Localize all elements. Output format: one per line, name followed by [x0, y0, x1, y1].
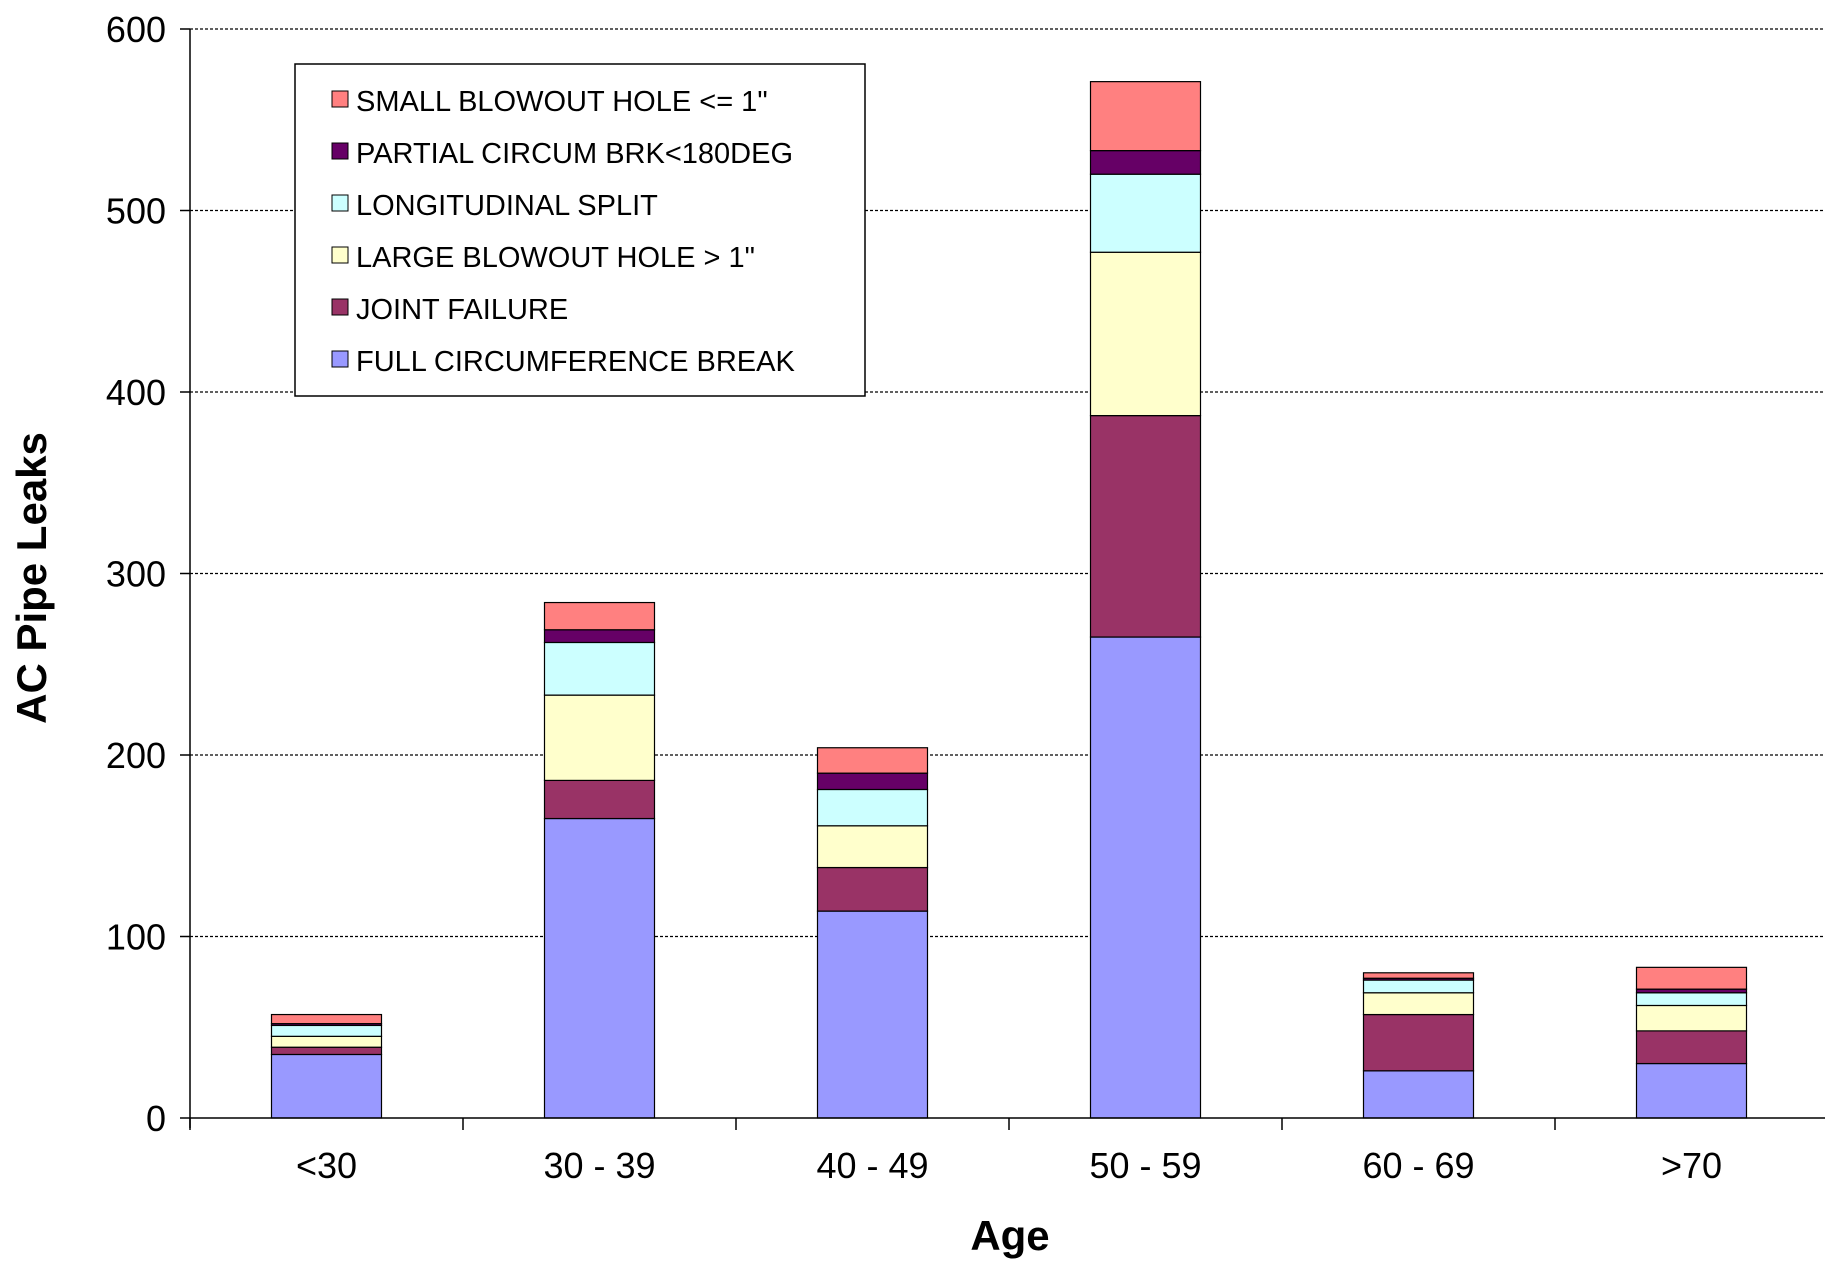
legend-swatch: [331, 194, 349, 212]
bar-segment: [1089, 251, 1202, 417]
legend-label: SMALL BLOWOUT HOLE <= 1": [356, 86, 768, 118]
y-tick-label: 600: [106, 9, 166, 50]
y-tick-label: 100: [106, 917, 166, 958]
bar-segment: [543, 601, 656, 631]
x-tick-label: 60 - 69: [1362, 1145, 1474, 1186]
legend-label: LONGITUDINAL SPLIT: [356, 190, 658, 222]
legend-label: PARTIAL CIRCUM BRK<180DEG: [356, 138, 793, 170]
bar-segment: [816, 825, 929, 869]
bar-segment: [1362, 1070, 1475, 1119]
tick-labels: <30 30 - 39 40 - 49 50 - 59 60 - 69 >70 0 100 20…: [106, 9, 1722, 1186]
bar-segment: [270, 1053, 383, 1119]
axes: [180, 28, 1825, 1130]
bar-segment: [816, 772, 929, 791]
bar-segment: [1362, 972, 1475, 979]
legend-label: JOINT FAILURE: [356, 294, 568, 326]
legend-swatch: [331, 298, 349, 316]
bar-segment: [1635, 992, 1748, 1007]
bar-segment: [1635, 1004, 1748, 1032]
bar-segment: [270, 1046, 383, 1056]
x-tick-label: 40 - 49: [816, 1145, 928, 1186]
bar-segment: [270, 1035, 383, 1048]
y-tick-label: 0: [146, 1098, 166, 1139]
bar-segment: [543, 629, 656, 644]
bar-segment: [270, 1024, 383, 1037]
bar-segment: [1089, 81, 1202, 152]
y-tick-label: 500: [106, 191, 166, 232]
bar-segment: [1089, 150, 1202, 175]
bar-segment: [1362, 979, 1475, 994]
legend-label: LARGE BLOWOUT HOLE > 1": [356, 242, 755, 274]
y-axis-title: AC Pipe Leaks: [8, 432, 55, 724]
x-tick-label: >70: [1661, 1145, 1722, 1186]
bar-segment: [1635, 1030, 1748, 1065]
bar-segment: [543, 779, 656, 820]
bar-segment: [1635, 966, 1748, 990]
x-axis-title: Age: [970, 1212, 1049, 1259]
legend-swatch: [331, 246, 349, 264]
bar-segment: [1089, 414, 1202, 638]
x-tick-label: 30 - 39: [543, 1145, 655, 1186]
bar-segment: [816, 910, 929, 1119]
bar-segment: [1089, 173, 1202, 253]
bar-segment: [543, 641, 656, 696]
bar-segment: [816, 747, 929, 774]
legend-swatch: [331, 142, 349, 160]
y-tick-label: 300: [106, 554, 166, 595]
bar-segment: [816, 866, 929, 912]
bar-segment: [543, 817, 656, 1119]
bar-segment: [816, 788, 929, 827]
bar-segment: [1362, 1013, 1475, 1072]
legend-swatch: [331, 90, 349, 108]
y-tick-label: 200: [106, 735, 166, 776]
bar-segment: [1635, 1062, 1748, 1119]
x-tick-label: 50 - 59: [1089, 1145, 1201, 1186]
legend-label: FULL CIRCUMFERENCE BREAK: [356, 346, 795, 378]
legend: SMALL BLOWOUT HOLE <= 1" PARTIAL CIRCUM B…: [294, 63, 866, 397]
bar-segment: [543, 694, 656, 782]
bar-segment: [1089, 636, 1202, 1119]
bar-segment: [270, 1013, 383, 1025]
legend-box: [294, 63, 866, 397]
legend-swatch: [331, 350, 349, 368]
y-tick-label: 400: [106, 372, 166, 413]
bar-segment: [1362, 992, 1475, 1016]
x-tick-label: <30: [296, 1145, 357, 1186]
